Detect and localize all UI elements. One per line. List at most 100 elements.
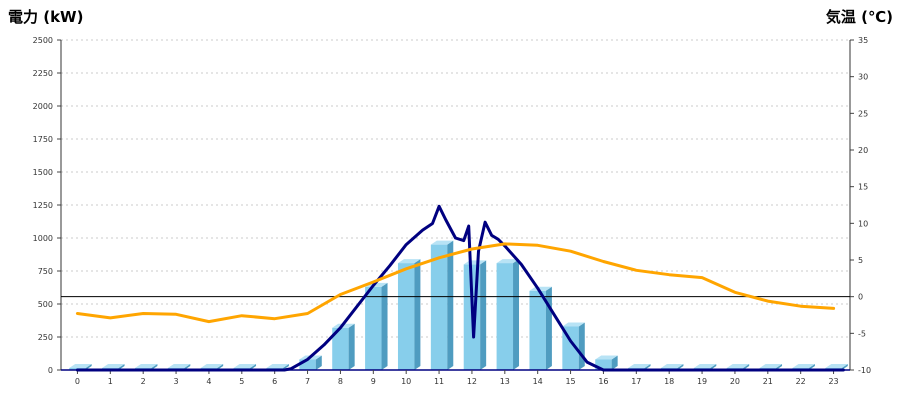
x-tick-label: 14 xyxy=(533,377,543,386)
left-tick-label: 250 xyxy=(38,333,53,342)
bar-front xyxy=(430,244,448,370)
left-tick-label: 2500 xyxy=(33,36,53,45)
bar-series xyxy=(69,240,848,370)
x-tick-label: 15 xyxy=(565,377,575,386)
bar-top xyxy=(430,240,454,245)
left-tick-label: 1750 xyxy=(33,135,53,144)
right-tick-label: -10 xyxy=(858,366,871,375)
x-tick-label: 12 xyxy=(467,377,477,386)
power-line xyxy=(75,204,845,372)
line-series xyxy=(61,204,850,372)
bar xyxy=(430,240,454,370)
bar-top xyxy=(233,364,257,369)
left-tick-label: 2250 xyxy=(33,69,53,78)
x-tick-label: 13 xyxy=(500,377,510,386)
bar-top xyxy=(69,364,92,369)
bar-side xyxy=(545,286,552,370)
bar-front xyxy=(595,359,612,370)
x-tick-label: 5 xyxy=(239,377,244,386)
bar xyxy=(332,323,355,370)
bar-side xyxy=(414,259,421,370)
bar-top xyxy=(693,364,717,369)
x-tick-label: 22 xyxy=(796,377,806,386)
x-tick-label: 7 xyxy=(305,377,310,386)
right-tick-label: 35 xyxy=(858,36,868,45)
bar-top xyxy=(167,364,191,369)
right-tick-label: 5 xyxy=(858,256,863,265)
bar-front xyxy=(496,263,514,370)
bar-side xyxy=(315,355,322,370)
right-tick-label: -5 xyxy=(858,329,866,338)
x-tick-label: 18 xyxy=(664,377,674,386)
bar-top xyxy=(759,364,783,369)
left-tick-label: 1500 xyxy=(33,168,53,177)
bar-side xyxy=(578,322,585,370)
bar-side xyxy=(348,323,355,370)
x-tick-label: 21 xyxy=(763,377,773,386)
bar-top xyxy=(726,364,750,369)
bar-top xyxy=(529,286,552,291)
bar-side xyxy=(513,259,520,370)
bar-top xyxy=(397,259,421,264)
right-axis-title: 気温 (℃) xyxy=(826,8,893,26)
bar-front xyxy=(332,327,349,370)
bar-side xyxy=(611,355,618,370)
bar xyxy=(595,355,618,370)
x-tick-label: 6 xyxy=(272,377,277,386)
x-tick-label: 20 xyxy=(730,377,740,386)
left-tick-label: 0 xyxy=(48,366,53,375)
x-tick-label: 16 xyxy=(598,377,608,386)
bar-top xyxy=(134,364,158,369)
grid xyxy=(61,39,850,338)
left-tick-label: 2000 xyxy=(33,102,53,111)
x-tick-label: 4 xyxy=(206,377,211,386)
bar-top xyxy=(660,364,684,369)
left-tick-label: 500 xyxy=(38,300,53,309)
bar-side xyxy=(381,282,388,370)
bar-top xyxy=(825,364,848,369)
left-tick-label: 750 xyxy=(38,267,53,276)
bar xyxy=(365,282,388,370)
right-tick-label: 15 xyxy=(858,183,868,192)
bar xyxy=(529,286,552,370)
x-tick-label: 23 xyxy=(828,377,838,386)
bar-top xyxy=(266,364,289,369)
right-tick-label: 20 xyxy=(858,146,868,155)
right-tick-label: 0 xyxy=(858,293,863,302)
x-tick-label: 11 xyxy=(434,377,444,386)
bar-top xyxy=(562,322,585,327)
left-axis-title: 電力 (kW) xyxy=(8,8,83,26)
bar-front xyxy=(529,290,546,370)
left-tick-label: 1000 xyxy=(33,234,53,243)
right-tick-label: 30 xyxy=(858,73,868,82)
bar xyxy=(562,322,585,370)
right-tick-label: 10 xyxy=(858,219,868,228)
bar-top xyxy=(496,259,520,264)
bar xyxy=(496,259,520,370)
bar-top xyxy=(628,364,651,369)
bar-front xyxy=(365,286,382,370)
x-tick-label: 0 xyxy=(75,377,80,386)
x-tick-label: 19 xyxy=(697,377,707,386)
x-tick-label: 8 xyxy=(338,377,343,386)
bar-top xyxy=(200,364,224,369)
bar-top xyxy=(792,364,815,369)
bar-side xyxy=(447,240,454,370)
bar-top xyxy=(102,364,125,369)
x-tick-label: 17 xyxy=(631,377,641,386)
x-tick-label: 9 xyxy=(371,377,376,386)
bar-front xyxy=(397,263,415,370)
x-tick-label: 10 xyxy=(401,377,411,386)
temperature-line xyxy=(75,242,836,324)
x-tick-label: 1 xyxy=(108,377,113,386)
bar-front xyxy=(299,359,316,370)
right-tick-label: 25 xyxy=(858,109,868,118)
x-tick-label: 3 xyxy=(174,377,179,386)
bar-side xyxy=(480,260,487,370)
bar-front xyxy=(562,326,579,370)
bar-top xyxy=(595,355,618,360)
x-tick-label: 2 xyxy=(141,377,146,386)
bar xyxy=(397,259,421,370)
left-tick-label: 1250 xyxy=(33,201,53,210)
